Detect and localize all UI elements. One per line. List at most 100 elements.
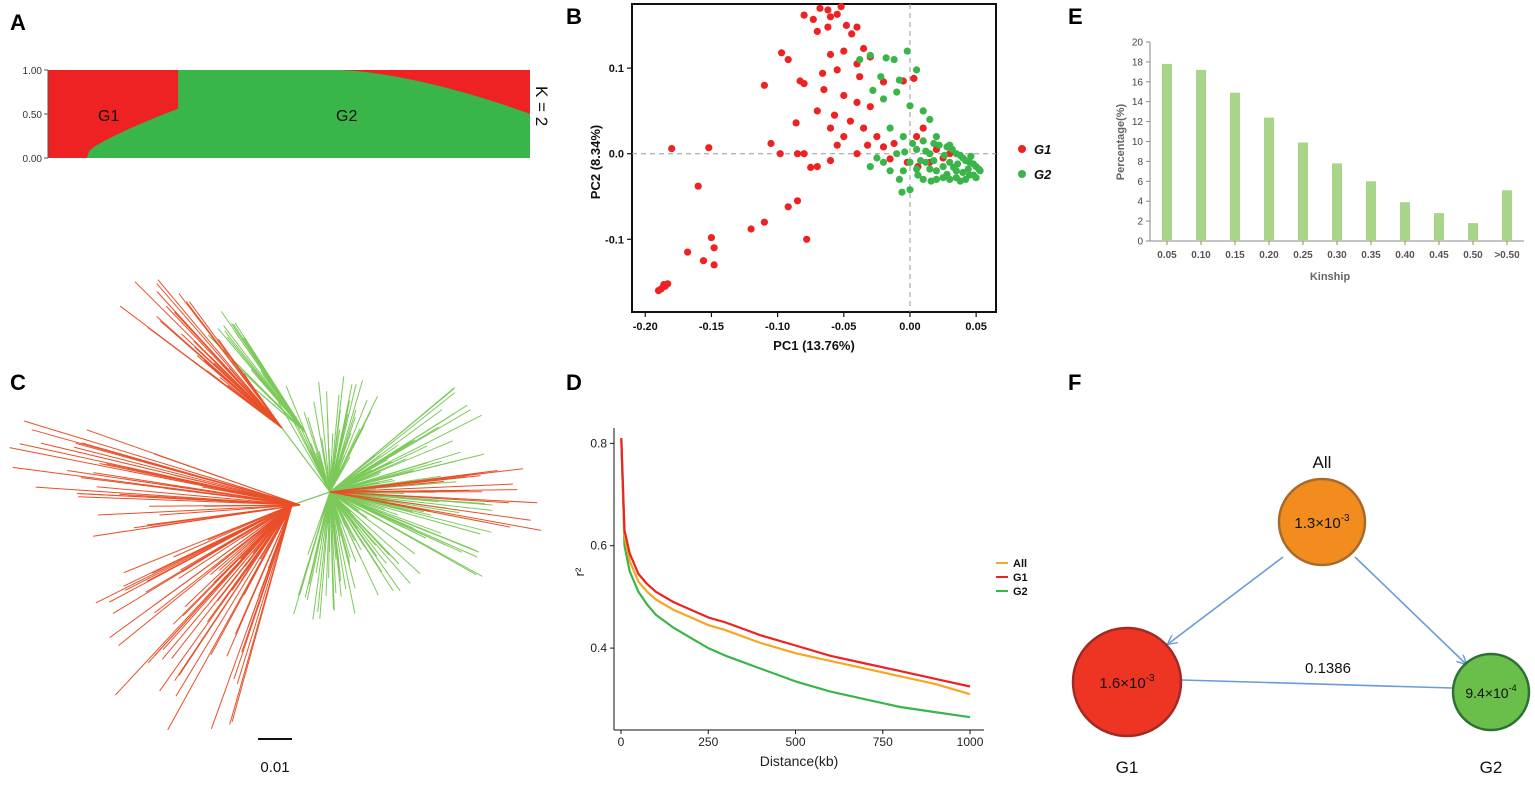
pca-point-g1 <box>668 145 676 153</box>
pca-point-g2 <box>935 141 943 149</box>
ld-legend-label-g2: G2 <box>1013 586 1028 598</box>
tree-branch-green <box>329 491 363 526</box>
pca-point-g1 <box>879 143 888 151</box>
structure-plot: 1.00 0.50 0.00 G1 G2 K = 2 <box>23 66 551 165</box>
pca-point-g1 <box>846 117 855 125</box>
edge-all-to-g2 <box>1354 556 1466 664</box>
tree-branch-green <box>329 392 456 493</box>
kinship-x-tick-label: 0.15 <box>1225 250 1245 261</box>
kinship-bar <box>1434 213 1444 241</box>
tree-branch-red <box>78 496 301 506</box>
tree-branch-green <box>329 491 357 562</box>
pca-point-g2 <box>976 167 984 175</box>
tree-branch-red <box>159 504 293 692</box>
tree-branch-green <box>329 491 334 610</box>
kinship-y-axis-title: Percentage(%) <box>1115 103 1127 180</box>
pca-point-g1 <box>833 66 841 74</box>
pca-x-axis-title: PC1 (13.76%) <box>773 338 855 353</box>
tree-branch-green <box>329 491 411 584</box>
pca-point-g1 <box>819 69 827 77</box>
pca-point-g2 <box>895 76 904 84</box>
tree-branch-red <box>329 483 513 493</box>
tree-branch-green <box>329 491 342 512</box>
pca-point-g1 <box>866 103 874 111</box>
kinship-x-tick-label: 0.25 <box>1293 250 1313 261</box>
pca-point-g1 <box>707 234 716 242</box>
tree-branch-red <box>9 447 301 506</box>
pca-point-g2 <box>969 171 978 179</box>
pca-x-tick-label: -0.05 <box>831 321 856 333</box>
tree-branch-green <box>329 491 377 514</box>
pca-point-g1 <box>800 150 808 158</box>
kinship-y-tick-label: 0 <box>1137 237 1143 248</box>
kinship-x-tick-label: 0.20 <box>1259 250 1279 261</box>
tree-branch-red <box>35 486 301 506</box>
tree-branch-red <box>109 504 293 639</box>
pca-point-g2 <box>886 124 894 132</box>
pca-point-g1 <box>684 248 692 256</box>
pca-point-g2 <box>869 86 877 94</box>
tree-branch-green <box>306 491 331 601</box>
pca-point-g2 <box>932 167 941 175</box>
kinship-x-tick-label: 0.50 <box>1463 250 1483 261</box>
structure-g1-red-area <box>48 70 179 158</box>
kinship-y-tick-label: 14 <box>1132 97 1144 108</box>
pca-point-g1 <box>890 139 898 148</box>
kinship-x-tick-label: 0.30 <box>1327 250 1347 261</box>
tree-branch-green <box>329 388 455 493</box>
pca-point-g2 <box>926 165 934 173</box>
kinship-x-tick-label: 0.05 <box>1157 250 1177 261</box>
kinship-bar <box>1468 223 1478 241</box>
ld-x-tick-label: 1000 <box>957 735 984 749</box>
pca-point-g1 <box>784 203 792 211</box>
pca-point-g1 <box>864 141 872 149</box>
tree-branch-green <box>252 368 306 433</box>
node-all-label: All <box>1313 453 1332 472</box>
pca-legend-marker-g2 <box>1018 170 1026 178</box>
pca-point-g2 <box>890 56 898 64</box>
ld-x-tick-label: 750 <box>873 735 893 749</box>
pca-legend-label-g2: G2 <box>1034 167 1052 182</box>
tree-branch-green <box>318 381 331 493</box>
tree-branch-green <box>329 491 401 592</box>
pca-point-g1 <box>919 124 927 132</box>
pca-point-g1 <box>699 257 708 265</box>
ld-legend-label-all: All <box>1013 558 1027 570</box>
tree-branch-green <box>329 404 468 493</box>
pca-point-g2 <box>906 158 914 166</box>
tree-branch-green <box>234 322 306 433</box>
tree-branch-red <box>207 504 293 541</box>
pca-point-g2 <box>939 163 947 171</box>
pca-point-g2 <box>886 167 894 175</box>
pca-point-g1 <box>694 182 702 190</box>
tree-branch-red <box>146 504 293 582</box>
pca-point-g1 <box>840 91 848 100</box>
pca-point-g1 <box>778 49 786 57</box>
pca-point-g1 <box>813 107 821 115</box>
pca-point-g2 <box>903 47 911 55</box>
tree-branch-red <box>23 420 301 506</box>
ld-line-g2 <box>620 438 971 719</box>
ld-line-all <box>620 438 971 696</box>
pca-point-g1 <box>816 4 824 12</box>
pca-point-g1 <box>853 23 861 31</box>
node-g1-label: G1 <box>1116 758 1139 777</box>
pca-point-g2 <box>898 188 906 196</box>
kinship-x-tick-label: >0.50 <box>1494 250 1520 261</box>
edge-g1-g2-label: 0.1386 <box>1305 660 1351 677</box>
tree-branch-green <box>329 491 492 533</box>
tree-branch-green <box>329 409 443 493</box>
pca-point-g2 <box>879 95 888 103</box>
pca-point-g2 <box>899 167 907 175</box>
pca-point-g2 <box>927 177 935 185</box>
pca-point-g1 <box>853 150 861 158</box>
tree-branch-red <box>162 504 293 651</box>
pca-legend-marker-g1 <box>1018 145 1026 153</box>
tree-branch-red <box>329 491 542 531</box>
panel-label-b: B <box>566 4 582 29</box>
tree-branches <box>9 279 542 731</box>
pca-point-g1 <box>710 244 718 252</box>
node-g2-value: 9.4×10-4 <box>1465 683 1516 701</box>
